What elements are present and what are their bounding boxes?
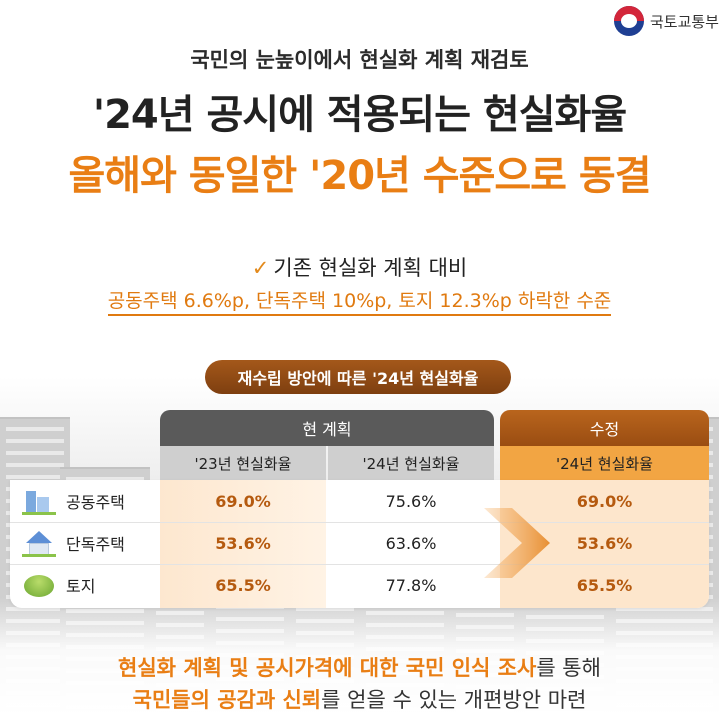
check-icon: ✓ [251,256,270,280]
row-label: 공동주택 [66,493,125,512]
summary-line-2: 공동주택 6.6%p, 단독주택 10%p, 토지 12.3%p 하락한 수준 [0,286,719,316]
footer-line-1: 현실화 계획 및 공시가격에 대한 국민 인식 조사를 통해 [0,652,719,682]
table-cell: 53.6% [215,533,271,553]
footer-emphasis-2: 국민들의 공감과 신뢰 [132,688,322,712]
group-header-current: 현 계획 [160,410,494,446]
group-header-revised: 수정 [500,410,709,446]
footer-emphasis-1: 현실화 계획 및 공시가격에 대한 국민 인식 조사 [118,656,537,680]
apartment-icon [22,487,56,515]
arrow-right-icon [484,508,550,578]
table-cell: 69.0% [215,491,271,511]
row-label: 토지 [66,577,96,596]
row-label: 단독주택 [66,535,125,554]
table-cell: 69.0% [576,491,633,511]
headline-title: '24년 공시에 적용되는 현실화율 [92,92,627,138]
footer-text-2: 를 얻을 수 있는 개편방안 마련 [321,688,587,712]
column-header-24-revised: '24년 현실화율 [500,446,709,480]
table-cell: 63.6% [385,533,437,553]
table-row-land: 토지 [22,564,95,606]
summary-line-1: ✓ 기존 현실화 계획 대비 [0,252,719,282]
table-cell: 65.5% [215,575,271,595]
column-header-23: '23년 현실화율 [160,446,326,480]
table-row-apartment: 공동주택 [22,480,125,522]
footer-text-1: 를 통해 [536,656,601,680]
headline-subtitle: 국민의 눈높이에서 현실화 계획 재검토 [190,48,529,72]
table-cell: 77.8% [385,575,437,595]
footer-line-2: 국민들의 공감과 신뢰를 얻을 수 있는 개편방안 마련 [0,684,719,714]
table-cell: 53.6% [576,533,633,553]
ministry-logo: 국토교통부 [613,6,719,36]
summary-text-2: 공동주택 6.6%p, 단독주택 10%p, 토지 12.3%p 하락한 수준 [107,290,612,316]
summary-text-1: 기존 현실화 계획 대비 [273,256,468,280]
house-icon [22,529,56,557]
land-icon [22,571,56,599]
table-title-pill: 재수립 방안에 따른 '24년 현실화율 [205,360,511,394]
table-cell: 75.6% [385,491,437,511]
headline-highlight: 올해와 동일한 '20년 수준으로 동결 [68,153,651,199]
column-header-24-current: '24년 현실화율 [328,446,494,480]
table-cell: 65.5% [576,575,633,595]
taegeuk-icon [613,6,644,36]
table-row-house: 단독주택 [22,522,125,564]
logo-text: 국토교통부 [649,12,719,31]
